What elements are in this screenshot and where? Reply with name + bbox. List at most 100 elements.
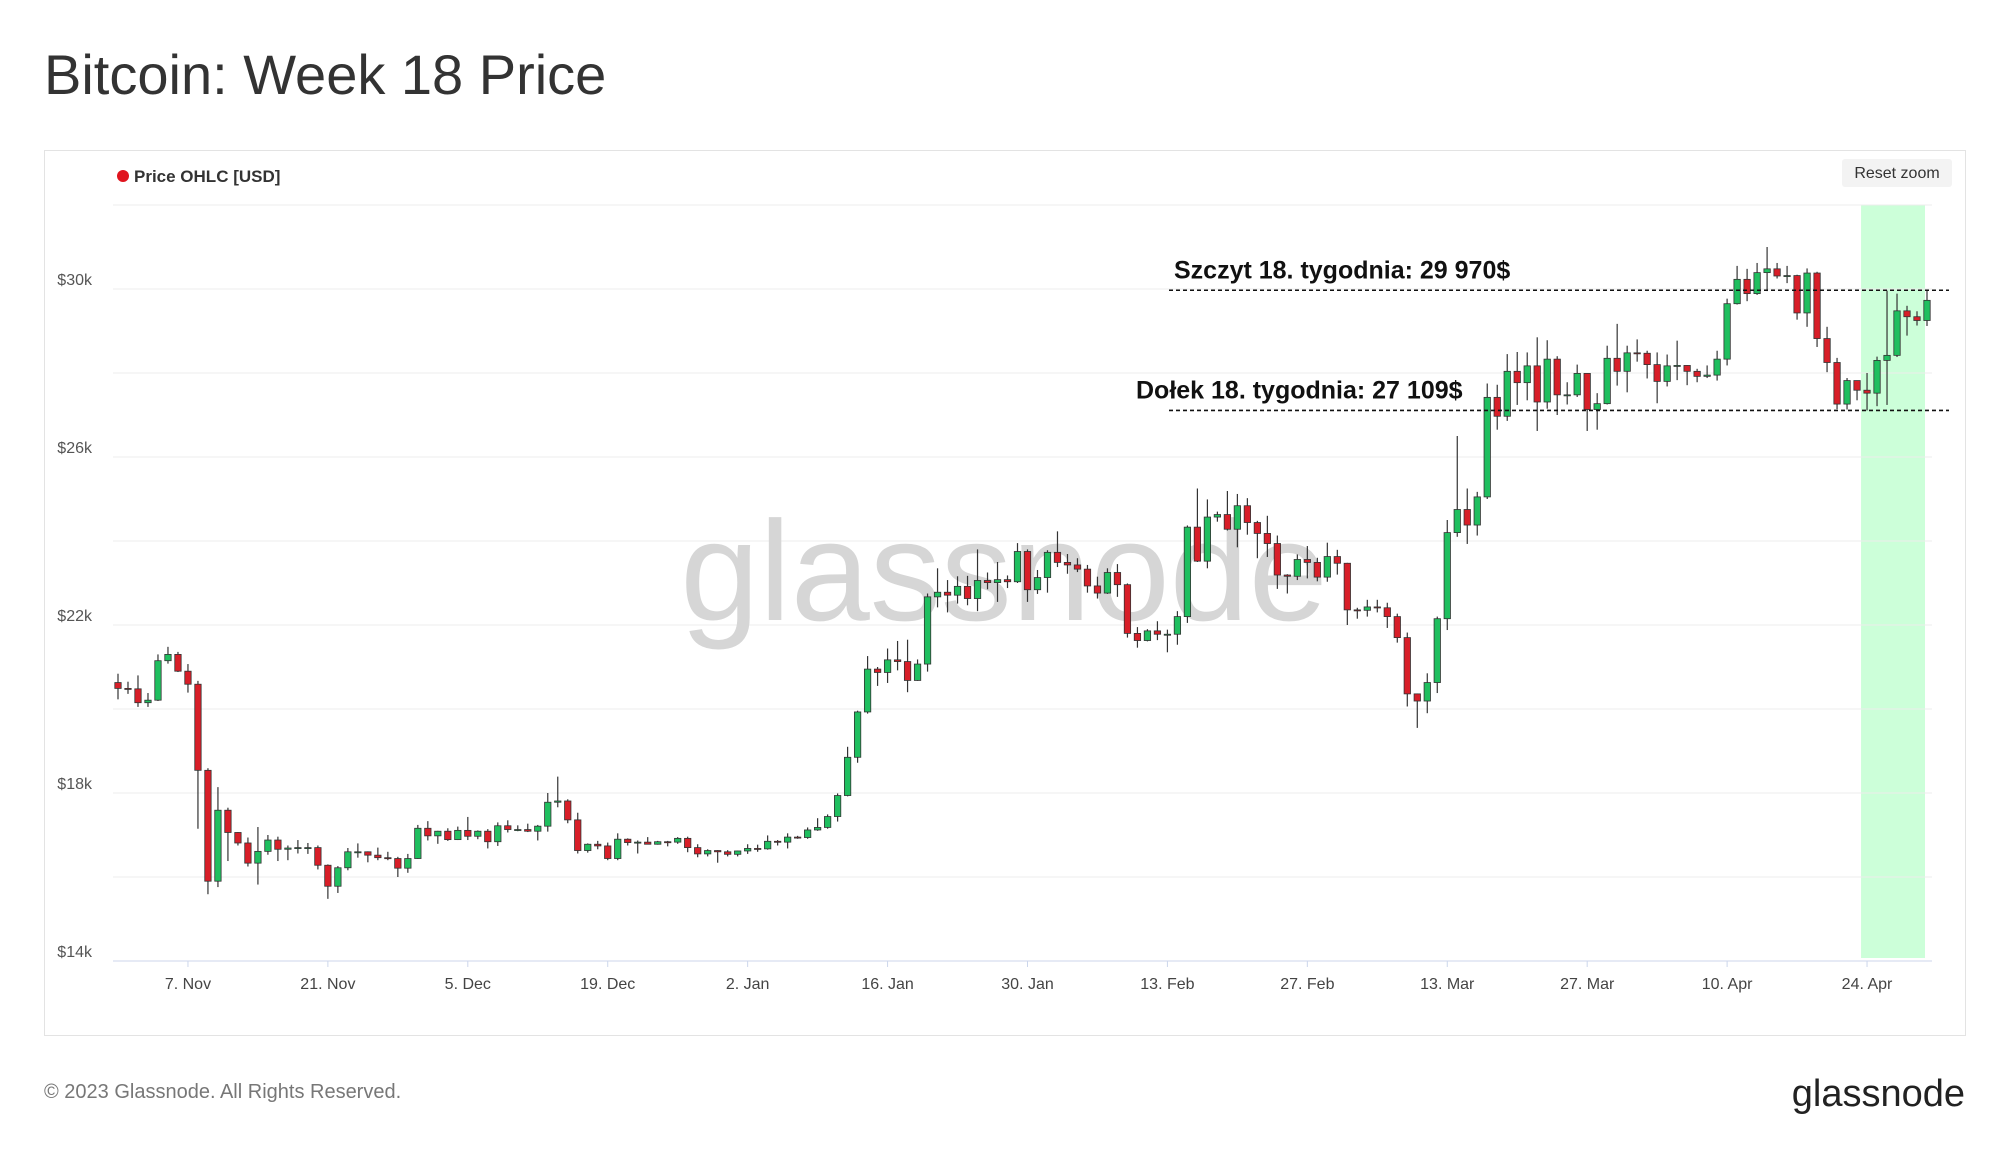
highlight-band [1861, 205, 1925, 958]
candle-body [1243, 505, 1251, 523]
candle-body [1133, 633, 1142, 641]
candle-body [1383, 607, 1391, 618]
candle-body [1603, 357, 1611, 405]
candle-body [614, 838, 622, 859]
candle-body [1183, 526, 1192, 618]
candle-body [484, 830, 492, 843]
candle-body [514, 829, 522, 831]
candle-body [1143, 630, 1152, 641]
candle-body [1813, 272, 1821, 339]
candle-body [1503, 370, 1511, 417]
candle-body [304, 847, 312, 849]
candle-body [344, 851, 352, 869]
candle-body [124, 688, 132, 690]
candle-body [334, 867, 342, 887]
candle-body [774, 840, 782, 843]
candle-body [1423, 682, 1431, 702]
candle-body [1553, 358, 1561, 396]
reset-zoom-button[interactable] [1842, 159, 1952, 187]
candle-body [504, 825, 512, 830]
candle-body [873, 668, 882, 673]
x-tick-label: 27. Feb [1280, 976, 1334, 993]
candle-body [694, 847, 702, 855]
candle-body [883, 659, 892, 673]
candle-body [1863, 389, 1871, 394]
candle-body [1273, 543, 1281, 576]
candle-body [1873, 359, 1881, 394]
candle-body [1613, 357, 1621, 372]
candle-body [564, 800, 572, 821]
candle-body [214, 809, 222, 882]
candle-body [724, 851, 732, 855]
candle-body [1353, 609, 1361, 612]
candle-body [993, 579, 1002, 583]
candle-body [764, 840, 772, 850]
footer-logo: glassnode [1792, 1073, 1965, 1115]
candle-body [1223, 514, 1231, 530]
candle-body [1003, 579, 1012, 583]
candle-body [1693, 370, 1701, 377]
candle-body [1033, 577, 1042, 591]
plot-area: $14k $18k $22k $26k $30k 7. Nov 21. Nov 5. Dec 1… [57, 247, 1949, 993]
candle-body [1443, 532, 1451, 620]
candle-body [1393, 616, 1401, 638]
candle-body [754, 848, 762, 850]
candle-body [1333, 556, 1341, 564]
candle-body [184, 670, 192, 685]
candle-body [913, 663, 922, 681]
candle-body [1883, 354, 1891, 361]
y-tick-label: $14k [57, 944, 93, 961]
candle-body [1743, 278, 1751, 295]
candle-body [244, 842, 252, 864]
candle-body [734, 850, 742, 855]
candle-body [1493, 396, 1501, 417]
candle-body [933, 591, 942, 598]
candle-body [684, 837, 692, 848]
y-tick-label: $30k [57, 272, 93, 289]
candle-body [1253, 522, 1261, 534]
candle-body [1513, 370, 1521, 384]
x-tick-label: 7. Nov [165, 976, 211, 993]
candle-body [953, 585, 962, 596]
candle-body [174, 654, 182, 672]
candle-body [804, 829, 812, 838]
candle-body [474, 830, 482, 837]
footer-copyright: © 2023 Glassnode. All Rights Reserved. [44, 1081, 401, 1103]
x-tick-label: 30. Jan [1001, 976, 1053, 993]
candle-body [1173, 616, 1182, 635]
y-tick-label: $18k [57, 776, 93, 793]
x-tick-label: 19. Dec [580, 976, 635, 993]
candle-body [204, 769, 212, 882]
candle-body [744, 848, 752, 852]
x-tick-label: 16. Jan [861, 976, 913, 993]
candle-body [494, 825, 502, 843]
candle-body [164, 654, 172, 662]
candle-body [654, 841, 662, 845]
candle-body [1453, 509, 1461, 534]
candle-body [154, 660, 162, 701]
candle-body [843, 756, 852, 796]
chart-title: Bitcoin: Week 18 Price [44, 43, 606, 106]
candle-body [1323, 556, 1331, 578]
legend-label[interactable]: Price OHLC [USD] [134, 167, 280, 186]
candle-body [584, 843, 592, 851]
candle-body [644, 841, 652, 845]
candle-body [1153, 630, 1162, 635]
candle-body [1293, 559, 1301, 577]
candle-body [1473, 496, 1481, 526]
candle-body [544, 801, 552, 827]
candle-body [144, 699, 152, 704]
reset-zoom-label[interactable]: Reset zoom [1854, 165, 1939, 182]
candle-body [1043, 551, 1052, 578]
candle-body [624, 838, 632, 843]
candle-body [114, 682, 122, 689]
candle-body [1903, 310, 1911, 318]
candle-body [404, 858, 412, 869]
x-tick-label: 2. Jan [726, 976, 770, 993]
candle-body [1463, 509, 1471, 526]
candle-body [434, 830, 442, 837]
annotation-label: Dołek 18. tygodnia: 27 109$ [1136, 376, 1463, 404]
candle-body [704, 850, 712, 855]
candle-body [1083, 568, 1092, 587]
candle-body [1093, 585, 1102, 594]
